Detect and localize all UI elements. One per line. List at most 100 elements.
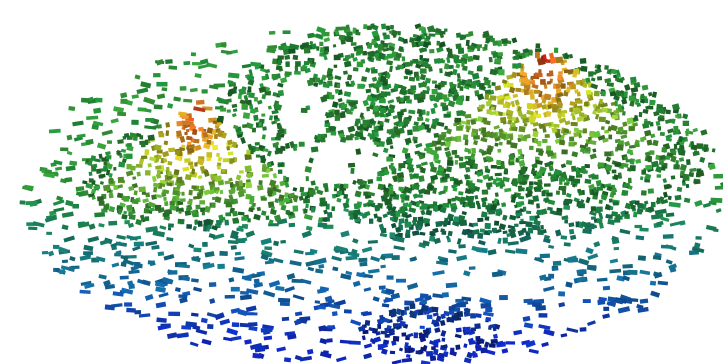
point <box>473 135 480 140</box>
point <box>459 162 467 169</box>
point <box>283 176 286 181</box>
point <box>278 60 282 66</box>
point <box>261 197 267 201</box>
point <box>89 178 94 183</box>
point <box>686 184 690 188</box>
point <box>482 190 488 194</box>
point <box>332 311 338 316</box>
point <box>522 177 526 182</box>
point <box>448 93 453 97</box>
point <box>134 310 141 314</box>
point <box>458 191 463 195</box>
point <box>556 83 561 88</box>
point <box>390 351 395 354</box>
point <box>432 307 439 313</box>
point <box>273 191 277 195</box>
point <box>535 305 546 311</box>
point <box>252 203 256 207</box>
point <box>120 99 127 104</box>
point <box>136 164 143 168</box>
point <box>544 183 551 186</box>
point <box>249 196 254 202</box>
point <box>436 41 440 46</box>
point <box>536 203 540 208</box>
point <box>202 89 208 93</box>
point <box>603 286 610 291</box>
point <box>444 114 451 118</box>
point <box>426 111 430 116</box>
point <box>360 184 366 188</box>
point <box>512 178 517 183</box>
point <box>220 108 226 112</box>
point <box>429 49 434 53</box>
point <box>536 114 541 119</box>
point <box>627 167 632 171</box>
point <box>206 152 212 158</box>
point <box>105 304 115 310</box>
point <box>551 104 557 108</box>
point <box>402 56 405 61</box>
point <box>519 221 526 224</box>
point <box>179 208 184 211</box>
point <box>456 43 462 49</box>
point <box>96 169 102 175</box>
point <box>548 172 552 176</box>
point <box>495 192 499 197</box>
point <box>601 91 606 96</box>
point <box>456 126 462 131</box>
point <box>645 165 652 170</box>
point <box>398 85 403 89</box>
point <box>163 197 166 201</box>
point <box>175 150 180 156</box>
point <box>583 299 591 303</box>
point <box>417 194 423 198</box>
point <box>447 238 451 242</box>
point <box>560 186 566 190</box>
point <box>181 325 191 329</box>
point <box>358 258 367 262</box>
point <box>309 189 316 195</box>
point <box>396 279 406 283</box>
point <box>323 350 329 355</box>
point <box>515 88 521 92</box>
point <box>625 211 629 214</box>
point <box>289 223 296 227</box>
point <box>168 270 178 275</box>
point <box>344 36 348 40</box>
point <box>598 162 605 167</box>
point <box>242 124 247 128</box>
point <box>459 86 463 91</box>
point <box>579 269 587 274</box>
point <box>261 113 265 116</box>
point <box>229 158 234 163</box>
point <box>243 112 250 119</box>
point <box>239 170 244 173</box>
point <box>530 76 534 80</box>
point <box>165 122 170 128</box>
point <box>198 127 204 132</box>
point <box>129 214 136 220</box>
point <box>614 218 620 223</box>
point <box>561 235 568 240</box>
point <box>540 79 546 85</box>
point <box>524 84 530 88</box>
point <box>584 102 589 106</box>
point <box>446 137 452 142</box>
point <box>710 198 722 203</box>
point <box>481 211 488 217</box>
point <box>452 150 457 154</box>
point <box>566 160 572 165</box>
point <box>547 81 551 85</box>
point <box>436 92 442 98</box>
point <box>554 124 560 128</box>
point <box>563 129 569 133</box>
point <box>448 65 454 69</box>
point <box>220 190 224 194</box>
point <box>154 104 163 109</box>
point <box>583 170 588 174</box>
point <box>445 174 450 178</box>
point <box>624 214 630 219</box>
point <box>157 124 162 129</box>
point <box>214 175 221 181</box>
point <box>393 336 399 342</box>
